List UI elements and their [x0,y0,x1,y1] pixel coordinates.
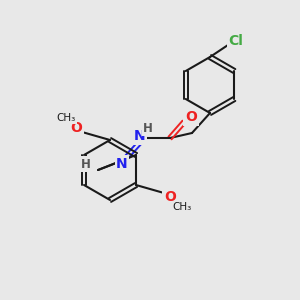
Text: CH₃: CH₃ [56,113,76,123]
Text: O: O [164,190,176,204]
Text: CH₃: CH₃ [172,202,192,212]
Text: Cl: Cl [229,34,243,48]
Text: H: H [81,158,91,170]
Text: H: H [143,122,153,134]
Text: N: N [116,157,128,171]
Text: N: N [134,129,146,143]
Text: O: O [70,121,82,135]
Text: O: O [185,110,197,124]
